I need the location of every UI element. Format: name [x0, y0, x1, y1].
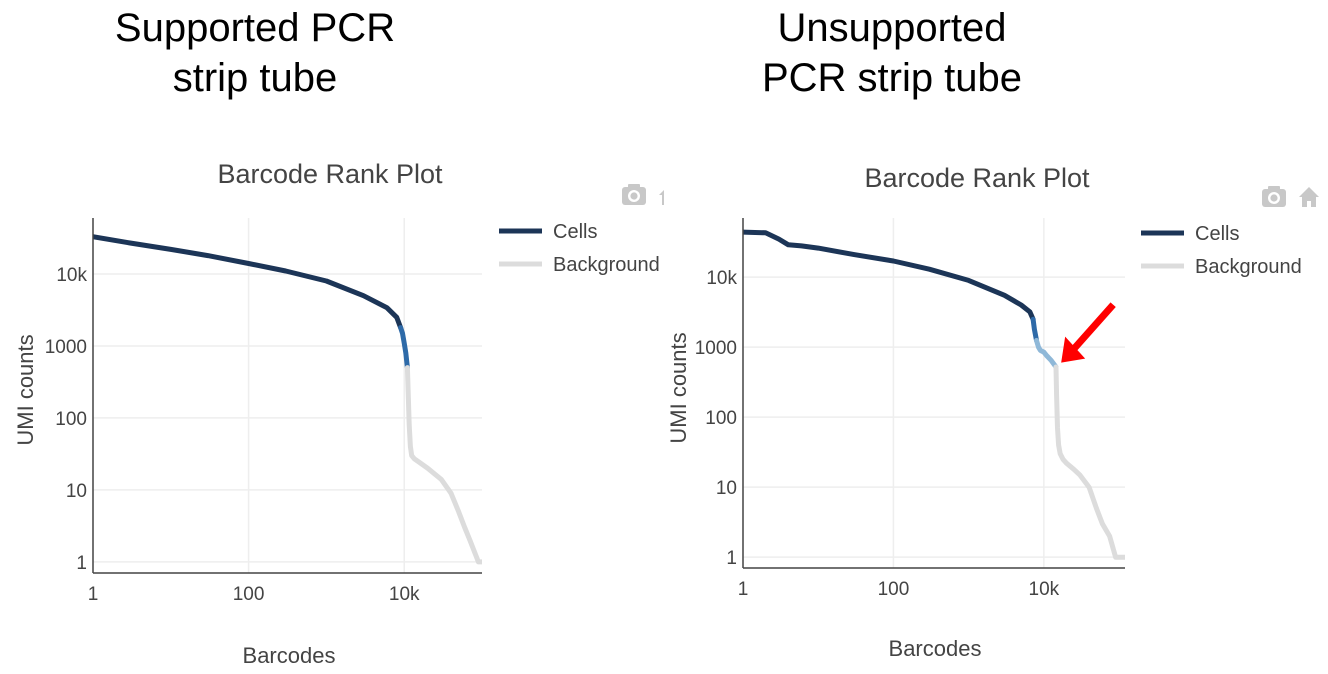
x-tick-label: 100: [878, 579, 910, 600]
grid-lines: [743, 218, 1125, 568]
camera-icon[interactable]: [1262, 186, 1286, 207]
series-line-cells: [743, 229, 1036, 322]
panel-heading: Supported PCR strip tube: [55, 3, 455, 103]
legend-label-background[interactable]: Background: [1195, 256, 1302, 278]
x-axis-title: Barcodes: [243, 643, 336, 668]
series-layer: [93, 234, 482, 565]
y-tick-label: 100: [705, 408, 737, 429]
panel-heading-line: Unsupported: [777, 6, 1007, 50]
x-tick-labels: 1 100 10k: [738, 579, 1060, 600]
panel-heading: Unsupported PCR strip tube: [692, 3, 1092, 103]
x-tick-label: 10k: [389, 584, 420, 605]
home-icon[interactable]: [1299, 187, 1319, 207]
legend: Cells Background: [499, 221, 660, 276]
arrow-shaft: [1070, 302, 1116, 353]
y-tick-label: 100: [55, 409, 87, 430]
x-tick-label: 100: [233, 584, 265, 605]
home-icon[interactable]: [659, 186, 664, 205]
x-tick-label: 1: [88, 584, 99, 605]
chart-title: Barcode Rank Plot: [864, 163, 1090, 193]
annotation-layer: [1061, 302, 1116, 363]
y-axis-title: UMI counts: [13, 334, 38, 445]
y-tick-labels: 1 10 100 1000 10k: [45, 265, 88, 574]
y-tick-label: 1000: [695, 338, 737, 359]
legend-label-cells[interactable]: Cells: [1195, 223, 1239, 245]
x-axis-title: Barcodes: [889, 636, 982, 661]
legend: Cells Background: [1141, 223, 1302, 278]
x-tick-label: 1: [738, 579, 749, 600]
panel-supported: Supported PCR strip tube 1 100 10k 1 10 100 1…: [13, 3, 664, 668]
camera-icon[interactable]: [622, 184, 646, 205]
series-line-background: [404, 365, 482, 565]
y-tick-label: 1000: [45, 337, 87, 358]
series-line-cells: [93, 234, 404, 331]
y-tick-label: 10: [66, 481, 87, 502]
y-tick-label: 10: [716, 478, 737, 499]
chart-title: Barcode Rank Plot: [217, 159, 443, 189]
series-line-cells-transition: [398, 325, 410, 371]
y-axis-title: UMI counts: [666, 332, 691, 443]
legend-label-cells[interactable]: Cells: [553, 221, 597, 243]
series-line-cells-light: [1034, 337, 1059, 370]
panel-unsupported: Unsupported PCR strip tube 1 100 10k 1 10 10…: [664, 0, 1328, 674]
panel-heading-line: Supported PCR: [114, 6, 396, 50]
series-layer: [743, 229, 1125, 560]
y-tick-label: 1: [76, 553, 87, 574]
x-tick-labels: 1 100 10k: [88, 584, 420, 605]
panel-heading-line: PCR strip tube: [761, 56, 1023, 100]
series-line-cells-transition: [1030, 316, 1039, 343]
y-tick-label: 10k: [706, 268, 737, 289]
y-tick-label: 10k: [56, 265, 87, 286]
panel-heading-line: strip tube: [172, 56, 338, 100]
y-tick-labels: 1 10 100 1000 10k: [695, 268, 738, 569]
legend-label-background[interactable]: Background: [553, 254, 660, 276]
x-tick-label: 10k: [1029, 579, 1060, 600]
y-tick-label: 1: [726, 548, 737, 569]
arrow-head: [1061, 336, 1086, 363]
series-line-background: [1053, 364, 1125, 560]
